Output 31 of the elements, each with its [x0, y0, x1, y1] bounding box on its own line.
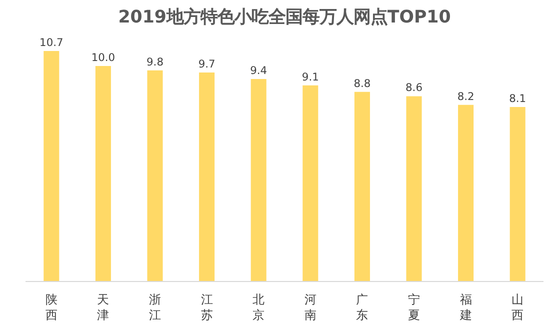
- bar: [250, 78, 266, 282]
- data-label: 10.7: [40, 36, 64, 49]
- data-label: 8.2: [457, 90, 474, 103]
- x-tick-label: 福建: [458, 292, 472, 322]
- bar: [44, 50, 60, 282]
- data-label: 8.8: [354, 76, 371, 90]
- data-label: 8.6: [406, 81, 423, 94]
- bar: [510, 106, 526, 282]
- bar: [406, 96, 422, 282]
- data-label: 10.0: [91, 51, 116, 64]
- x-tick-label: 天津: [97, 292, 110, 322]
- data-label: 9.8: [146, 55, 164, 68]
- bar: [302, 85, 318, 282]
- x-tick-label: 北京: [252, 292, 265, 322]
- x-tick-label: 陕西: [45, 292, 58, 322]
- x-tick-label: 河南: [304, 292, 316, 322]
- x-tick-label: 宁夏: [408, 292, 420, 322]
- x-tick-label: 山西: [512, 292, 524, 322]
- x-tick-label: 广东: [356, 292, 368, 322]
- bar: [354, 92, 370, 282]
- bar: [95, 66, 111, 282]
- x-tick-label: 浙江: [149, 292, 161, 322]
- x-tick-label: 江苏: [200, 292, 213, 322]
- data-label: 9.1: [302, 70, 319, 84]
- chart-title: 2019地方特色小吃全国每万人网点TOP10: [118, 8, 451, 28]
- data-label: 9.4: [250, 64, 268, 77]
- bar: [199, 72, 215, 282]
- bar: [147, 70, 163, 282]
- bar: [458, 104, 474, 282]
- data-label: 9.7: [198, 57, 216, 70]
- data-label: 8.1: [509, 92, 526, 105]
